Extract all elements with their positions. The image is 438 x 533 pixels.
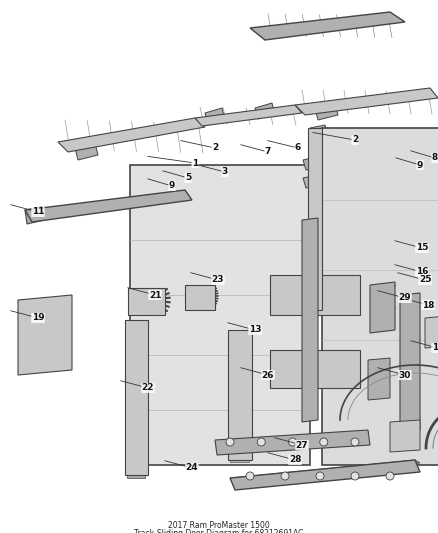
Polygon shape (215, 430, 370, 455)
Circle shape (351, 438, 359, 446)
Polygon shape (127, 468, 145, 478)
Polygon shape (308, 128, 322, 310)
Polygon shape (127, 401, 145, 411)
Text: 11: 11 (32, 207, 44, 216)
Polygon shape (310, 125, 328, 140)
Polygon shape (368, 358, 390, 400)
Polygon shape (230, 395, 249, 405)
Polygon shape (230, 433, 249, 443)
Polygon shape (302, 218, 318, 422)
Text: 26: 26 (262, 370, 274, 379)
Text: 22: 22 (142, 384, 154, 392)
Circle shape (316, 472, 324, 480)
Text: 24: 24 (186, 464, 198, 472)
Polygon shape (127, 424, 145, 434)
Circle shape (386, 472, 394, 480)
Text: Track-Sliding Door Diagram for 68212691AC: Track-Sliding Door Diagram for 68212691A… (134, 529, 304, 533)
Polygon shape (370, 282, 395, 333)
Text: 8: 8 (432, 154, 438, 163)
Polygon shape (315, 103, 338, 120)
Text: 16: 16 (416, 268, 428, 277)
Polygon shape (127, 446, 145, 456)
Polygon shape (128, 288, 165, 315)
Text: 2: 2 (352, 135, 358, 144)
Polygon shape (18, 295, 72, 375)
Polygon shape (400, 293, 420, 432)
Text: 28: 28 (289, 456, 301, 464)
Polygon shape (255, 103, 275, 119)
Polygon shape (130, 165, 310, 465)
Polygon shape (250, 12, 405, 40)
Polygon shape (303, 158, 315, 170)
Polygon shape (125, 320, 148, 475)
Polygon shape (230, 414, 249, 424)
Polygon shape (75, 143, 98, 160)
Text: 7: 7 (265, 148, 271, 157)
Polygon shape (25, 207, 44, 224)
Text: 27: 27 (296, 440, 308, 449)
Polygon shape (230, 460, 420, 481)
Polygon shape (228, 330, 252, 460)
Polygon shape (230, 338, 249, 348)
Polygon shape (230, 357, 249, 367)
Polygon shape (25, 190, 192, 222)
Text: 19: 19 (32, 313, 44, 322)
Text: 6: 6 (295, 143, 301, 152)
Polygon shape (185, 285, 215, 310)
Text: 2: 2 (212, 143, 218, 152)
Polygon shape (25, 342, 62, 373)
Text: 30: 30 (399, 370, 411, 379)
Polygon shape (195, 105, 302, 126)
Polygon shape (230, 460, 420, 490)
Text: 18: 18 (422, 301, 434, 310)
Text: 9: 9 (417, 160, 423, 169)
Text: 13: 13 (249, 326, 261, 335)
Circle shape (246, 472, 254, 480)
Polygon shape (127, 357, 145, 367)
Polygon shape (270, 275, 360, 315)
Text: 3: 3 (222, 167, 228, 176)
Circle shape (226, 438, 234, 446)
Text: 21: 21 (149, 290, 161, 300)
Text: 2017 Ram ProMaster 1500: 2017 Ram ProMaster 1500 (168, 521, 270, 530)
Text: 15: 15 (416, 244, 428, 253)
Polygon shape (205, 108, 225, 125)
Polygon shape (127, 379, 145, 389)
Polygon shape (295, 88, 438, 115)
Circle shape (351, 472, 359, 480)
Polygon shape (303, 176, 315, 188)
Circle shape (281, 472, 289, 480)
Polygon shape (390, 420, 420, 452)
Circle shape (257, 438, 265, 446)
Circle shape (289, 438, 297, 446)
Polygon shape (230, 376, 249, 386)
Circle shape (320, 438, 328, 446)
Text: 25: 25 (419, 276, 431, 285)
Polygon shape (230, 452, 249, 462)
Polygon shape (25, 305, 62, 341)
Polygon shape (127, 335, 145, 345)
Polygon shape (270, 350, 360, 388)
Text: 29: 29 (399, 294, 411, 303)
Text: 9: 9 (169, 182, 175, 190)
Polygon shape (425, 315, 438, 348)
Polygon shape (58, 118, 205, 152)
Text: 5: 5 (185, 174, 191, 182)
Text: 1: 1 (192, 158, 198, 167)
Polygon shape (322, 128, 438, 465)
Text: 23: 23 (212, 276, 224, 285)
Text: 14: 14 (432, 343, 438, 352)
